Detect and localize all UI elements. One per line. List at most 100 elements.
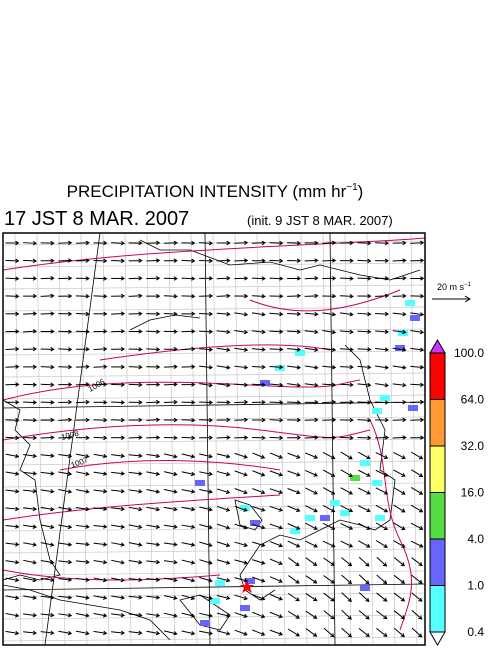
wind-arrow (322, 540, 336, 548)
wind-arrow (40, 382, 55, 388)
wind-arrow (163, 329, 178, 334)
wind-arrow (93, 276, 108, 281)
precipitation-cell (340, 510, 350, 516)
wind-arrow (339, 240, 354, 246)
wind-arrow (163, 506, 178, 512)
wind-arrow (287, 435, 302, 440)
wind-arrow (128, 364, 143, 370)
wind-arrow (410, 382, 425, 388)
wind-arrow (305, 469, 319, 477)
wind-arrow (58, 489, 73, 494)
wind-arrow (111, 346, 126, 352)
wind-arrow (269, 523, 284, 530)
wind-arrow (199, 630, 213, 636)
wind-arrow (75, 524, 90, 529)
wind-arrow (5, 435, 20, 441)
wind-arrow (181, 506, 196, 512)
wind-arrow (58, 471, 73, 476)
grid-line (2, 240, 426, 246)
wind-arrow (23, 542, 37, 547)
wind-arrow (146, 542, 161, 547)
colorbar-label: 64.0 (461, 393, 485, 407)
wind-arrow (216, 275, 231, 281)
wind-arrow (128, 435, 143, 440)
wind-arrow (5, 559, 20, 565)
wind-arrow (163, 435, 178, 441)
wind-arrow (376, 610, 388, 620)
wind-arrow (251, 240, 266, 246)
colorbar-segment (429, 492, 446, 540)
wind-arrow (357, 347, 372, 352)
colorbar-segment (429, 352, 446, 400)
wind-arrow (392, 329, 407, 335)
colorbar-label: 100.0 (454, 346, 484, 360)
wind-arrow (5, 630, 20, 636)
wind-arrow (181, 276, 196, 281)
wind-arrow (181, 594, 196, 601)
wind-arrow (199, 240, 214, 246)
wind-arrow (322, 329, 337, 335)
precipitation-cell (360, 585, 370, 591)
wind-arrow (163, 488, 178, 494)
wind-arrow (269, 576, 283, 583)
wind-arrow (5, 240, 20, 246)
wind-arrow (358, 627, 370, 638)
wind-arrow (128, 453, 143, 459)
wind-arrow (322, 522, 336, 530)
wind-arrow (376, 592, 388, 602)
wind-arrow (23, 240, 38, 246)
wind-arrow (93, 258, 108, 264)
wind-arrow (375, 417, 390, 423)
wind-arrow (340, 522, 354, 530)
wind-arrow (304, 240, 319, 246)
wind-arrow (252, 452, 266, 459)
wind-arrow (269, 258, 284, 264)
wind-arrow (323, 592, 335, 602)
wind-arrow (199, 329, 214, 334)
wind-arrow (146, 417, 161, 423)
wind-arrow (234, 488, 248, 495)
wind-arrow (5, 524, 20, 529)
wind-arrow (305, 610, 318, 619)
wind-arrow (146, 258, 161, 263)
parallel (2, 401, 426, 409)
wind-arrow (269, 364, 284, 370)
wind-arrow (216, 400, 231, 405)
wind-arrow (146, 435, 161, 440)
wind-arrow (287, 505, 301, 513)
wind-arrow (93, 294, 108, 299)
wind-arrow (339, 417, 354, 423)
wind-arrow (269, 593, 283, 601)
wind-arrow (111, 453, 126, 459)
wind-arrow (392, 311, 407, 317)
wind-arrow (357, 469, 371, 477)
isobar (2, 424, 371, 441)
wind-arrow (234, 559, 249, 565)
wind-arrow (23, 595, 37, 600)
grid-line (2, 460, 426, 466)
wind-arrow (163, 524, 178, 529)
wind-arrow (288, 575, 300, 584)
wind-arrow (216, 612, 231, 618)
wind-arrow (163, 471, 178, 477)
wind-arrow (410, 293, 425, 299)
wind-arrow (375, 311, 390, 317)
wind-arrow (128, 276, 143, 281)
wind-arrow (58, 613, 73, 618)
wind-arrow (323, 610, 335, 620)
wind-arrow (75, 471, 90, 477)
wind-arrow (5, 506, 20, 512)
precipitation-cell (405, 300, 415, 306)
wind-arrow (23, 311, 38, 316)
wind-arrow (269, 611, 283, 619)
wind-arrow (23, 612, 38, 618)
wind-arrow (23, 577, 37, 583)
wind-arrow (252, 559, 266, 565)
wind-arrow (40, 435, 55, 440)
wind-arrow (393, 540, 406, 548)
wind-arrow (287, 240, 302, 246)
wind-arrow (75, 630, 90, 636)
wind-arrow (216, 453, 231, 459)
wind-arrow (269, 382, 284, 388)
wind-arrow (75, 577, 90, 583)
